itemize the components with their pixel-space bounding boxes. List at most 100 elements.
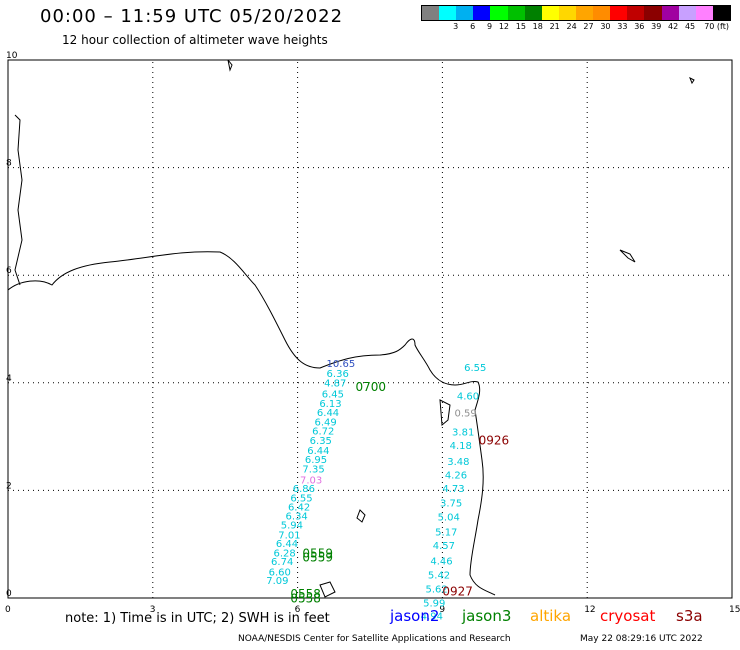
wave-height-label: 5.94 (281, 521, 303, 532)
wave-height-label: 4.73 (442, 484, 464, 495)
wave-height-label: 4.87 (324, 379, 346, 390)
wave-height-label: 5.42 (428, 571, 450, 582)
sat-jason2: jason2 (390, 607, 440, 625)
axis-ticks: 0 3 6 9 12 15 0 2 4 6 8 10 (5, 51, 740, 615)
wave-height-label: 0.59 (454, 409, 476, 420)
grid-lines (7, 59, 733, 599)
y-tick-label: 0 (6, 589, 12, 599)
wave-height-label: 7.35 (302, 465, 324, 476)
sat-altika: altika (530, 607, 572, 625)
x-tick-label: 12 (584, 605, 595, 615)
wave-height-label: 6.44 (276, 539, 298, 550)
wave-height-label: 3.75 (440, 499, 462, 510)
legend-label: 6 (470, 22, 476, 31)
legend-swatch (524, 6, 542, 20)
legend-swatch (473, 6, 491, 20)
legend-label: 70 (ft) (704, 22, 729, 31)
wave-height-label: 7.03 (300, 475, 322, 486)
wave-height-label: 6.42 (288, 502, 310, 513)
legend-swatch (678, 6, 696, 20)
footnote: note: 1) Time is in UTC; 2) SWH is in fe… (65, 611, 330, 626)
wave-height-label: 6.13 (319, 399, 341, 410)
legend-label: 9 (486, 22, 493, 31)
legend-swatch (661, 6, 679, 20)
legend-label: 36 (634, 22, 645, 31)
legend-swatch (558, 6, 576, 20)
legend-label: 12 (498, 22, 509, 31)
wave-height-label: 6.49 (314, 417, 336, 428)
legend-swatch (507, 6, 525, 20)
sat-cryosat: cryosat (600, 607, 656, 625)
pass-time-label: 0558 (290, 587, 321, 601)
pass-time-label: 0926 (479, 434, 510, 448)
x-tick-label: 15 (729, 605, 740, 615)
wave-height-label: 4.18 (450, 441, 472, 452)
wave-height-label: 10.65 (327, 359, 356, 370)
legend-swatch (644, 6, 662, 20)
legend-swatch (456, 6, 474, 20)
x-tick-label: 0 (5, 605, 11, 615)
wave-height-label: 7.01 (278, 530, 300, 541)
legend-label: 42 (668, 22, 679, 31)
legend-label: 24 (566, 22, 577, 31)
wave-height-label: 6.74 (271, 557, 293, 568)
wave-height-label: 6.34 (286, 511, 308, 522)
timestamp-text: May 22 08:29:16 UTC 2022 (580, 634, 703, 644)
map-title: 00:00 – 11:59 UTC 05/20/2022 (40, 6, 344, 27)
altimeter-tracks: 10.656.364.876.456.136.446.496.726.356.4… (266, 359, 486, 622)
legend-label: 30 (600, 22, 611, 31)
color-legend (421, 5, 731, 21)
legend-label: 45 (684, 22, 696, 31)
wave-height-label: 6.44 (317, 408, 339, 419)
legend-swatch (490, 6, 508, 20)
wave-height-label: 3.81 (452, 428, 474, 439)
y-tick-label: 8 (6, 159, 12, 169)
pass-time-label: 0559 (302, 547, 333, 561)
sat-s3a: s3a (676, 607, 703, 625)
wave-height-label: 4.57 (433, 541, 455, 552)
credit-text: NOAA/NESDIS Center for Satellite Applica… (238, 634, 511, 644)
wave-height-label: 7.09 (266, 576, 288, 587)
legend-swatch (439, 6, 457, 20)
sat-jason3: jason3 (462, 607, 512, 625)
pass-time-label: 0558 (290, 591, 321, 605)
coastline (7, 59, 695, 598)
legend-label: 33 (617, 22, 628, 31)
x-tick-label: 3 (150, 605, 156, 615)
wave-height-label: 4.94 (421, 612, 443, 623)
map-frame (7, 59, 733, 599)
legend-label: 15 (515, 22, 526, 31)
legend-swatch (422, 6, 440, 20)
wave-height-label: 6.35 (310, 436, 332, 447)
wave-height-label: 6.55 (290, 494, 312, 505)
wave-height-label: 4.46 (430, 557, 452, 568)
y-tick-label: 4 (6, 374, 12, 384)
wave-height-label: 6.45 (322, 389, 344, 400)
map-subtitle: 12 hour collection of altimeter wave hei… (62, 33, 328, 47)
pass-time-label: 0927 (442, 584, 473, 598)
legend-label: 27 (583, 22, 594, 31)
legend-swatch (627, 6, 645, 20)
legend-swatch (695, 6, 713, 20)
wave-height-label: 6.60 (269, 567, 291, 578)
legend-swatch (610, 6, 628, 20)
x-tick-label: 6 (295, 605, 301, 615)
wave-height-label: 6.72 (312, 426, 334, 437)
legend-label: 39 (651, 22, 662, 31)
pass-time-label: 0700 (356, 380, 387, 394)
legend-labels: 3 6 9 12 15 18 21 24 27 30 33 36 39 42 45 70 (ft) (421, 22, 729, 31)
pass-time-label: 0559 (302, 550, 333, 564)
wave-height-label: 5.17 (435, 528, 457, 539)
wave-height-label: 4.60 (457, 391, 479, 402)
legend-label: 3 (453, 22, 459, 31)
wave-height-label: 4.26 (445, 471, 467, 482)
wave-height-label: 6.55 (464, 363, 486, 374)
wave-height-label: 5.62 (426, 585, 448, 596)
wave-height-label: 6.44 (307, 446, 329, 457)
legend-swatch (593, 6, 611, 20)
wave-height-label: 6.36 (327, 369, 349, 380)
wave-height-label: 3.48 (447, 457, 469, 468)
x-tick-label: 9 (439, 605, 445, 615)
